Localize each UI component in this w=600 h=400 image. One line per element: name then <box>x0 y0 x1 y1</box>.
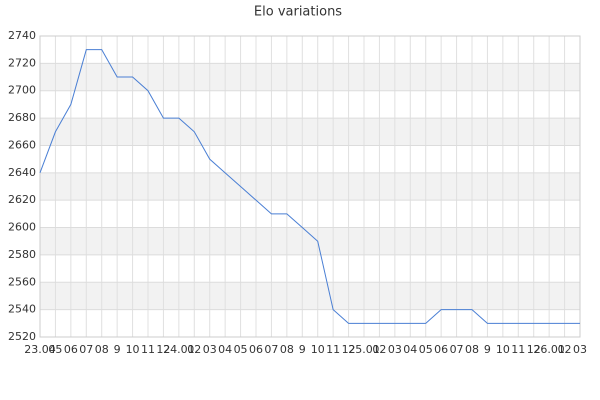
x-tick-label: 02 <box>372 343 386 356</box>
x-tick-label: 12 <box>342 343 356 356</box>
grid-band <box>40 172 580 201</box>
x-tick-label: 08 <box>280 343 294 356</box>
line <box>39 49 580 324</box>
x-tick-label: 26.01 <box>533 343 565 356</box>
y-tick-label: 2620 <box>8 193 36 206</box>
x-tick-label: 10 <box>496 343 510 356</box>
x-tick-label: 02 <box>187 343 201 356</box>
x-tick-label: 03 <box>203 343 217 356</box>
grid-band <box>40 227 580 255</box>
x-tick-label: 05 <box>234 343 248 356</box>
y-tick-label: 2600 <box>8 221 36 234</box>
y-tick-label: 2560 <box>8 275 36 288</box>
x-tick-label: 11 <box>326 343 340 356</box>
grid-band <box>40 282 580 310</box>
y-tick-label: 2700 <box>8 84 36 97</box>
x-tick-label: 07 <box>79 343 93 356</box>
x-tick-label: 07 <box>264 343 278 356</box>
x-tick-label: 10 <box>311 343 325 356</box>
y-tick-label: 2720 <box>8 56 36 69</box>
y-tick-label: 2740 <box>8 29 36 42</box>
x-tick-label: 06 <box>64 343 78 356</box>
x-tick-label: 23.04 <box>24 343 56 356</box>
y-tick-label: 2660 <box>8 138 36 151</box>
x-tick-label: 02 <box>558 343 572 356</box>
x-tick-label: 03 <box>573 343 587 356</box>
x-tick-label: 9 <box>299 343 306 356</box>
x-tick-label: 25.01 <box>348 343 380 356</box>
x-tick-label: 05 <box>48 343 62 356</box>
y-tick-label: 2640 <box>8 166 36 179</box>
y-tick-label: 2680 <box>8 111 36 124</box>
x-tick-label: 12 <box>156 343 170 356</box>
grid-band <box>40 118 580 146</box>
x-tick-label: 11 <box>511 343 525 356</box>
x-tick-label: 08 <box>95 343 109 356</box>
x-tick-label: 10 <box>126 343 140 356</box>
x-tick-label: 05 <box>419 343 433 356</box>
x-tick-label: 07 <box>450 343 464 356</box>
x-tick-label: 9 <box>114 343 121 356</box>
x-tick-label: 12 <box>527 343 541 356</box>
x-tick-label: 08 <box>465 343 479 356</box>
x-tick-label: 24.01 <box>163 343 195 356</box>
x-tick-label: 04 <box>403 343 417 356</box>
y-tick-label: 2540 <box>8 303 36 316</box>
x-tick-label: 03 <box>388 343 402 356</box>
plot-frame <box>39 35 581 338</box>
y-tick-label: 2520 <box>8 330 36 343</box>
chart-title: Elo variations <box>254 5 342 20</box>
x-tick-label: 06 <box>434 343 448 356</box>
x-tick-label: 06 <box>249 343 263 356</box>
x-tick-label: 11 <box>141 343 155 356</box>
x-tick-label: 9 <box>484 343 491 356</box>
y-tick-label: 2580 <box>8 248 36 261</box>
x-tick-label: 04 <box>218 343 232 356</box>
